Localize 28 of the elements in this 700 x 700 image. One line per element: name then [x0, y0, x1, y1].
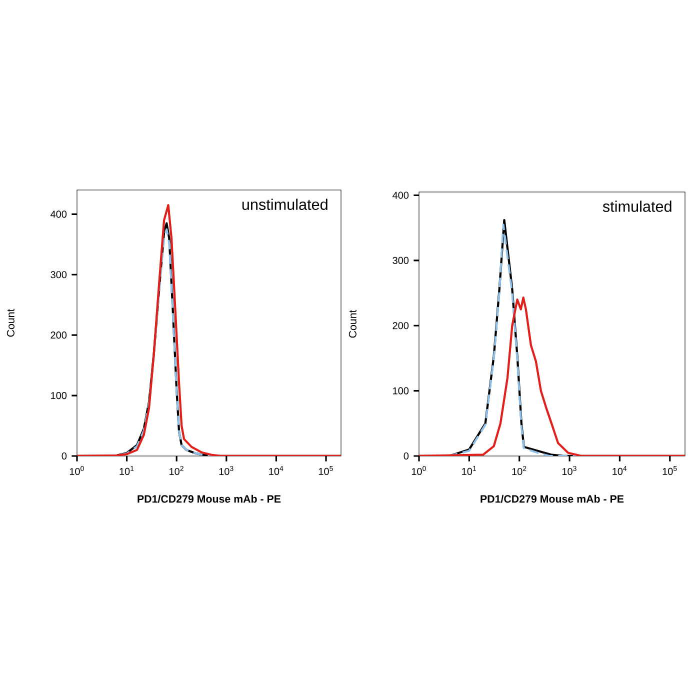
- y-tick-label: 0: [62, 452, 67, 460]
- y-axis-title: Count: [348, 310, 356, 338]
- x-axis-title: PD1/CD279 Mouse mAb - PE: [480, 494, 624, 503]
- x-axis-title: PD1/CD279 Mouse mAb - PE: [138, 494, 281, 503]
- x-tick-label: 10$^{1}$: [462, 466, 476, 475]
- x-tick-label: 10$^{0}$: [412, 466, 426, 476]
- x-tick-label: 10$^{2}$: [512, 466, 526, 476]
- y-tick-label: 400: [50, 210, 67, 218]
- x-tick-label: 10$^{3}$: [219, 466, 234, 476]
- y-tick-label: 300: [392, 256, 409, 264]
- y-tick-label: 200: [50, 332, 67, 339]
- y-tick-label: 400: [392, 192, 409, 199]
- y-tick-label: 0: [404, 452, 409, 460]
- x-tick-label: 10$^{5}$: [318, 466, 333, 475]
- y-axis-title: Count: [6, 308, 14, 337]
- y-tick-label: 100: [51, 392, 67, 400]
- x-tick-label: 10$^{0}$: [70, 466, 84, 476]
- y-tick-label: 100: [393, 387, 409, 394]
- x-tick-label: 10$^{4}$: [612, 466, 627, 475]
- annotation: unstimulated: [242, 198, 328, 210]
- x-tick-label: 10$^{4}$: [269, 466, 284, 475]
- y-tick-label: 200: [392, 322, 409, 330]
- x-tick-label: 10$^{5}$: [662, 466, 677, 475]
- x-tick-label: 10$^{3}$: [562, 466, 576, 476]
- annotation: stimulated: [602, 200, 672, 212]
- x-tick-label: 10$^{1}$: [120, 466, 134, 475]
- y-tick-label: 300: [50, 271, 67, 278]
- x-tick-label: 10$^{2}$: [170, 466, 184, 476]
